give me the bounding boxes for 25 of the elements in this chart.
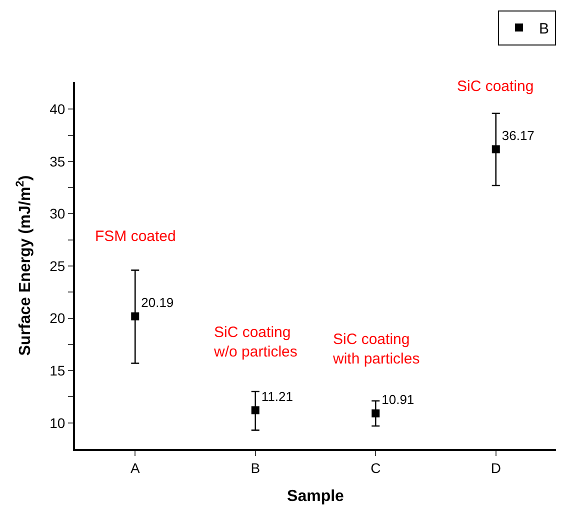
x-tick-label: A <box>130 460 140 476</box>
data-label: 36.17 <box>502 128 534 143</box>
annotation: SiC coating <box>457 78 534 95</box>
point <box>251 406 260 414</box>
data-label: 20.19 <box>141 295 174 310</box>
x-tick-label: B <box>250 460 260 476</box>
point <box>131 312 140 320</box>
data-label: 10.91 <box>382 392 414 408</box>
y-tick-label: 10 <box>50 414 66 431</box>
annotation: FSM coated <box>95 228 176 245</box>
point <box>492 145 500 154</box>
annotation: SiC coating w/o particles <box>213 324 298 360</box>
y-tick-label: 15 <box>50 362 66 378</box>
x-tick-label: C <box>370 460 381 476</box>
x-tick-label: D <box>490 460 501 476</box>
y-tick-label: 20 <box>50 310 66 326</box>
annotation: SiC coating with particles <box>332 331 420 368</box>
x-axis-title: Sample <box>287 488 344 505</box>
y-tick-label: 30 <box>50 206 66 222</box>
legend-label: B <box>539 20 550 38</box>
y-tick-label: 25 <box>50 258 66 274</box>
data-label: 11.21 <box>261 388 293 404</box>
y-tick-label: 35 <box>50 153 66 170</box>
point <box>372 409 380 418</box>
y-tick-label: 40 <box>50 101 66 118</box>
